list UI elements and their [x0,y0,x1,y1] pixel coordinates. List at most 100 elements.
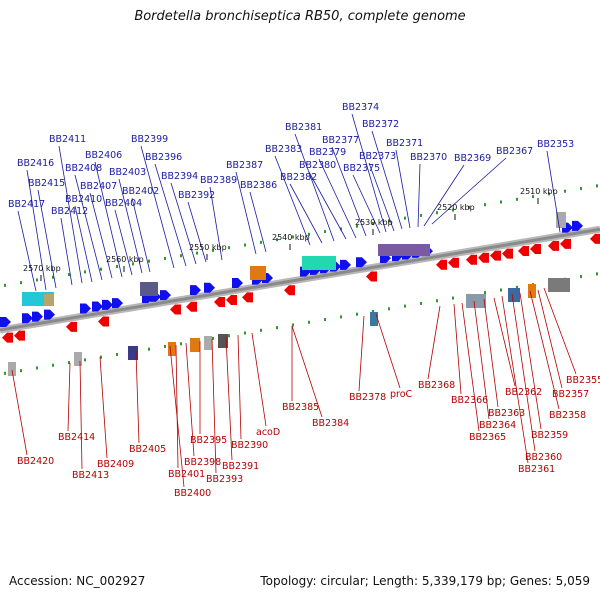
reverse-gene-label: BB2401 [168,469,205,480]
forward-callout-line [17,210,37,292]
forward-callout-line [395,149,411,229]
forward-callout-line [74,205,93,283]
reverse-callout-line [483,298,499,408]
guide-dot [20,281,22,285]
reverse-callout-line [175,344,179,469]
reverse-gene-label: BB2385 [282,402,319,413]
forward-callout-line [94,161,123,278]
reverse-gene-label: BB2357 [552,389,589,400]
scale-tick-label: 2530 kbp [355,218,393,227]
reverse-gene-label: BB2420 [17,456,54,467]
reverse-gene-label: BB2400 [174,488,211,499]
guide-dot [132,262,134,266]
forward-gene-arrow [32,311,43,322]
guide-dot [452,208,454,212]
reverse-gene-arrow [242,292,253,303]
reverse-gene-label: acoD [256,427,280,438]
reverse-callout-line [453,303,462,395]
forward-gene-label: BB2379 [309,147,346,158]
forward-gene-arrow [112,298,123,309]
forward-gene-label: BB2353 [537,139,574,150]
forward-callout-line [131,197,151,273]
forward-gene-label: BB2371 [386,138,423,149]
reverse-callout-line [501,295,529,464]
scale-tick-label: 2550 kbp [189,243,227,252]
scale-tick-label: 2540 kbp [272,233,310,242]
reverse-callout-line [375,313,401,389]
guide-dot [276,238,278,242]
guide-dot [20,369,22,373]
forward-gene-label: BB2392 [178,190,215,201]
feature-block [128,346,138,360]
forward-gene-label: BB2410 [65,194,102,205]
guide-dot [52,363,54,367]
reverse-callout-line [185,342,195,457]
forward-gene-arrow [232,278,243,289]
forward-callout-line [60,217,73,286]
guide-dot [372,222,374,226]
forward-gene-label: BB2370 [410,152,447,163]
guide-dot [324,318,326,322]
guide-dot [260,240,262,244]
forward-gene-label: BB2383 [265,144,302,155]
guide-dot [340,315,342,319]
forward-callout-line [368,162,395,232]
forward-gene-arrow [0,317,11,327]
guide-dot [452,296,454,300]
reverse-gene-label: BB2384 [312,418,349,429]
reverse-callout-line [537,289,563,389]
guide-dot [4,371,6,375]
forward-gene-label: BB2403 [109,167,146,178]
guide-dot [500,288,502,292]
guide-dot [532,195,534,199]
forward-callout-line [89,192,113,279]
guide-dot [356,224,358,228]
reverse-callout-line [225,336,233,461]
guide-dot [148,347,150,351]
guide-dot [372,310,374,314]
reverse-callout-line [543,287,577,375]
forward-gene-label: BB2377 [322,135,359,146]
scale-tick-label: 2520 kbp [437,203,475,212]
reverse-gene-label: BB2405 [129,444,166,455]
guide-dot [228,334,230,338]
reverse-gene-label: BB2358 [549,410,586,421]
forward-gene-label: BB2417 [8,199,45,210]
forward-callout-line [118,178,143,274]
genome-title: Bordetella bronchiseptica RB50, complete… [134,9,466,24]
guide-dot [404,304,406,308]
guide-dot [292,323,294,327]
reverse-callout-line [291,325,323,418]
forward-callout-line [26,169,47,291]
forward-callout-line [546,150,561,233]
reverse-callout-line [473,300,490,420]
reverse-gene-arrow [530,243,541,254]
reverse-gene-arrow [466,254,477,265]
feature-block [378,244,430,256]
forward-gene-arrow [102,299,113,310]
guide-dot [340,227,342,231]
reverse-gene-arrow [170,304,181,315]
reverse-gene-label: BB2362 [505,387,542,398]
guide-dot [164,344,166,348]
forward-callout-line [114,209,133,276]
forward-gene-label: BB2402 [122,186,159,197]
forward-callout-line [74,174,103,281]
guide-dot [260,328,262,332]
feature-block [548,278,570,292]
forward-gene-arrow [92,301,103,312]
forward-gene-label: BB2387 [226,160,263,171]
feature-block [190,338,200,352]
feature-block [204,336,212,350]
forward-callout-line [154,163,187,267]
forward-gene-arrow [80,303,91,314]
guide-dot [116,265,118,269]
reverse-gene-arrow [518,245,529,256]
reverse-callout-line [519,292,542,430]
feature-block [8,362,16,376]
forward-callout-line [140,145,175,269]
reverse-gene-arrow [2,332,13,343]
forward-callout-line [351,113,387,233]
guide-dot [388,307,390,311]
reverse-gene-label: BB2355 [566,375,600,386]
